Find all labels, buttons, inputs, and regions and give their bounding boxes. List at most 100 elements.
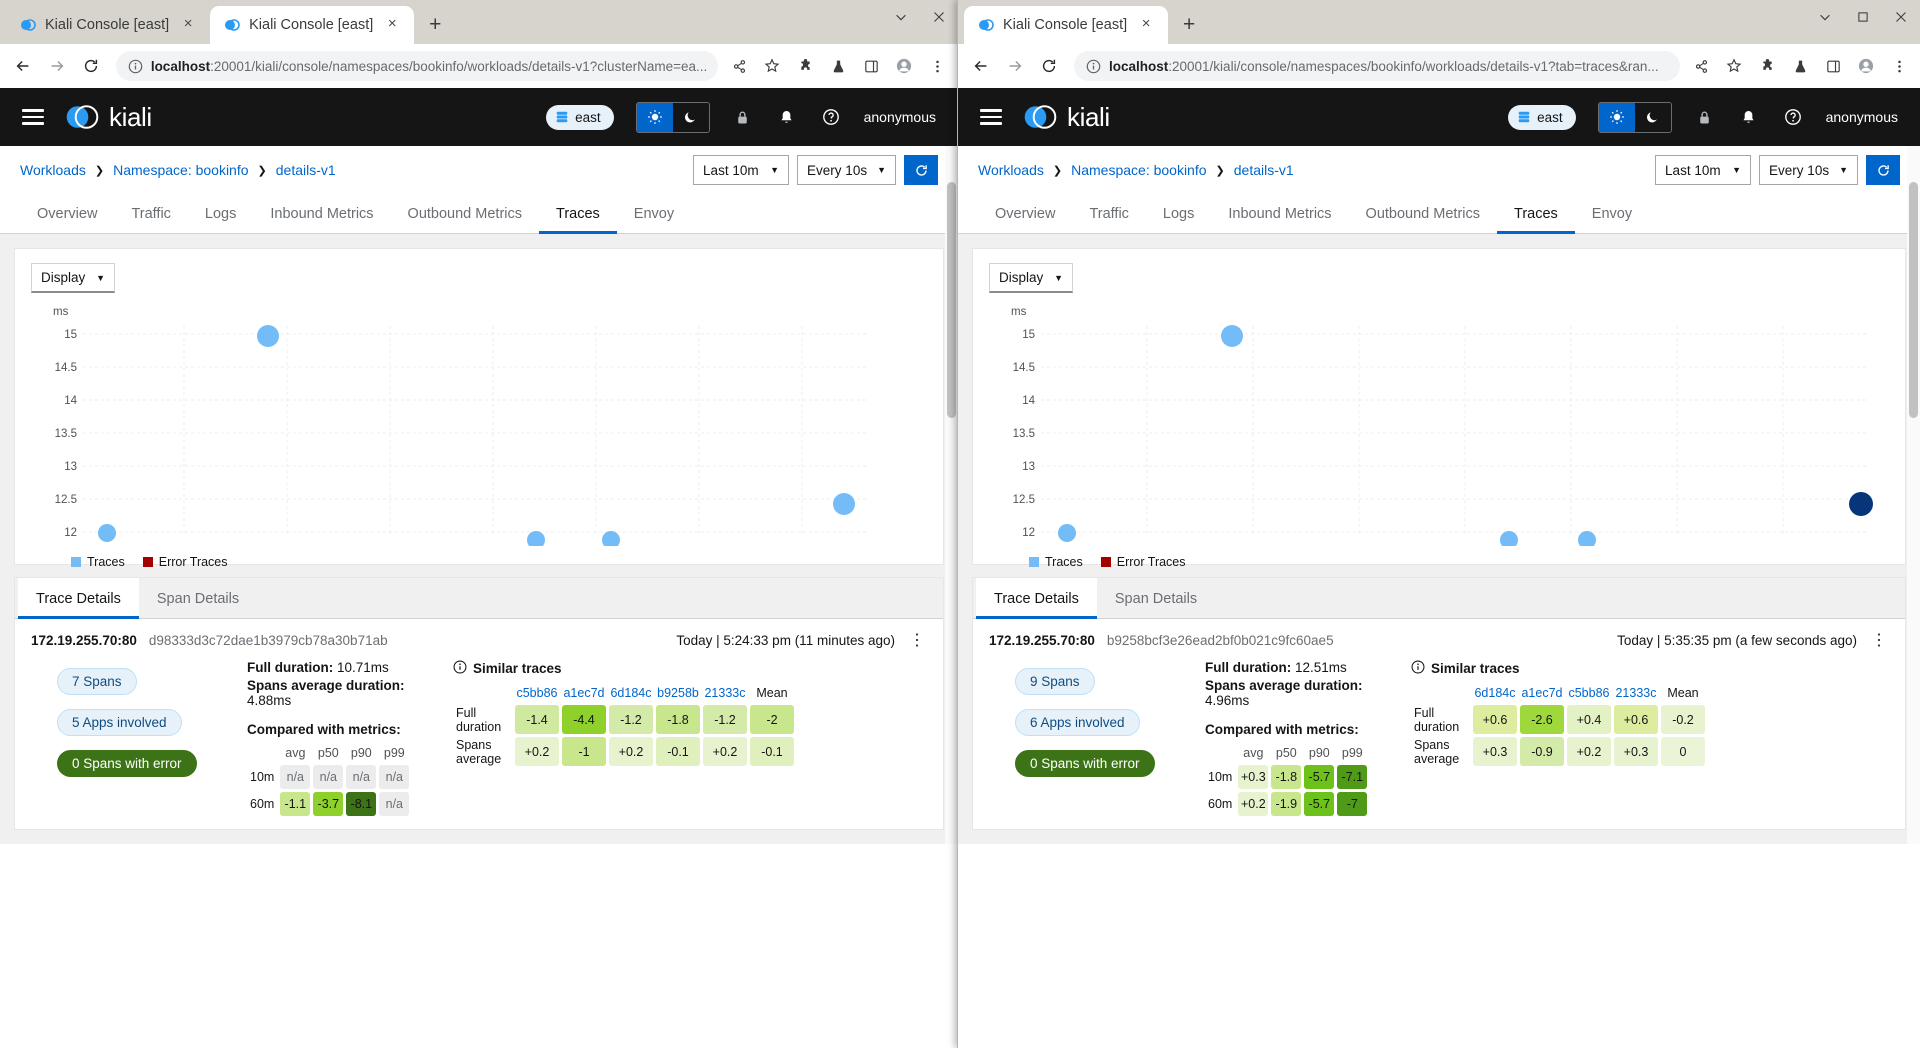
theme-toggle[interactable] [1597,101,1672,133]
share-icon[interactable] [1690,55,1712,77]
close-window-icon[interactable] [928,6,950,28]
kiali-logo[interactable]: kiali [64,101,152,133]
close-icon[interactable]: × [183,15,193,32]
tab-logs[interactable]: Logs [204,206,237,222]
tab-overview[interactable]: Overview [995,206,1056,222]
theme-dark-button[interactable] [1634,102,1671,132]
tab-outbound-metrics[interactable]: Outbound Metrics [1365,206,1480,222]
tab-traces[interactable]: Traces [539,206,617,234]
bell-icon[interactable] [776,106,798,128]
help-icon[interactable] [1782,106,1804,128]
close-window-icon[interactable] [1890,6,1912,28]
breadcrumb-namespace[interactable]: Namespace: bookinfo [1071,162,1207,178]
refresh-button[interactable] [1866,155,1900,185]
similar-col-1[interactable]: c5bb86 [516,686,558,700]
share-icon[interactable] [728,55,750,77]
menu-toggle-icon[interactable] [980,109,1002,125]
display-dropdown[interactable]: Display ▼ [989,263,1073,293]
back-icon[interactable] [8,51,38,81]
forward-icon[interactable] [42,51,72,81]
tab-trace-details[interactable]: Trace Details [18,578,139,619]
close-icon[interactable]: × [387,15,397,32]
legend-item-traces[interactable]: Traces [1029,555,1083,569]
breadcrumb-workload[interactable]: details-v1 [275,162,336,178]
site-info-icon[interactable] [1086,59,1101,74]
legend-item-error-traces[interactable]: Error Traces [142,555,228,569]
browser-tab[interactable]: Kiali Console [east] × [964,6,1169,44]
theme-light-button[interactable] [1598,102,1635,132]
new-tab-button[interactable]: + [429,13,442,36]
tab-envoy[interactable]: Envoy [633,206,675,222]
cluster-selector[interactable]: east [546,104,614,130]
tab-span-details[interactable]: Span Details [156,591,240,607]
traces-scatter-chart-left[interactable]: ms [31,301,931,566]
cluster-selector[interactable]: east [1508,104,1576,130]
breadcrumb-workload[interactable]: details-v1 [1233,162,1294,178]
user-name[interactable]: anonymous [863,109,936,125]
browser-menu-icon[interactable] [926,55,948,77]
kebab-menu-icon[interactable]: ⋮ [1871,631,1887,649]
lock-icon[interactable] [1694,106,1716,128]
legend-item-error-traces[interactable]: Error Traces [1100,555,1186,569]
duration-selector[interactable]: Last 10m ▼ [693,155,790,185]
site-info-icon[interactable] [128,59,143,74]
tab-span-details[interactable]: Span Details [1114,591,1198,607]
tab-inbound-metrics[interactable]: Inbound Metrics [1228,206,1332,222]
tab-overview[interactable]: Overview [37,206,98,222]
minimize-icon[interactable] [890,6,912,28]
forward-icon[interactable] [1000,51,1030,81]
tab-outbound-metrics[interactable]: Outbound Metrics [407,206,522,222]
extension-puzzle-icon[interactable] [1756,55,1778,77]
menu-toggle-icon[interactable] [22,109,44,125]
new-tab-button[interactable]: + [1182,13,1196,36]
traces-scatter-chart-right[interactable]: ms [989,301,1894,566]
refresh-button[interactable] [904,155,938,185]
browser-tab[interactable]: Kiali Console [east] × [6,6,210,44]
kiali-logo[interactable]: kiali [1022,101,1110,133]
help-icon[interactable] [820,106,842,128]
extension-puzzle-icon[interactable] [794,55,816,77]
breadcrumb-workloads[interactable]: Workloads [978,162,1044,178]
page-scrollbar-left[interactable] [945,146,958,844]
similar-col-4[interactable]: b9258b [657,686,699,700]
reload-icon[interactable] [1034,51,1064,81]
refresh-interval-selector[interactable]: Every 10s ▼ [797,155,896,185]
duration-selector[interactable]: Last 10m ▼ [1655,155,1752,185]
maximize-icon[interactable] [1852,6,1874,28]
refresh-interval-selector[interactable]: Every 10s ▼ [1759,155,1858,185]
address-bar[interactable]: localhost:20001/kiali/console/namespaces… [115,51,718,81]
page-scrollbar-right[interactable] [1907,146,1920,844]
bookmark-star-icon[interactable] [761,55,783,77]
profile-avatar-icon[interactable] [1855,55,1877,77]
similar-col-2[interactable]: a1ec7d [563,686,605,700]
tab-traces[interactable]: Traces [1497,206,1575,234]
tab-inbound-metrics[interactable]: Inbound Metrics [270,206,374,222]
similar-col-5[interactable]: 21333c [704,686,746,700]
theme-light-button[interactable] [636,102,673,132]
reload-icon[interactable] [76,51,106,81]
tab-traffic[interactable]: Traffic [131,206,171,222]
back-icon[interactable] [966,51,996,81]
sidebar-icon[interactable] [860,55,882,77]
theme-dark-button[interactable] [672,102,709,132]
similar-col-4[interactable]: 21333c [1615,686,1657,700]
breadcrumb-namespace[interactable]: Namespace: bookinfo [113,162,249,178]
breadcrumb-workloads[interactable]: Workloads [20,162,86,178]
display-dropdown[interactable]: Display ▼ [31,263,115,293]
lab-flask-icon[interactable] [827,55,849,77]
bookmark-star-icon[interactable] [1723,55,1745,77]
theme-toggle[interactable] [635,101,710,133]
legend-item-traces[interactable]: Traces [71,555,125,569]
similar-col-2[interactable]: a1ec7d [1521,686,1563,700]
address-bar[interactable]: localhost:20001/kiali/console/namespaces… [1074,51,1680,81]
bell-icon[interactable] [1738,106,1760,128]
lab-flask-icon[interactable] [1789,55,1811,77]
kebab-menu-icon[interactable]: ⋮ [909,631,925,649]
user-name[interactable]: anonymous [1825,109,1898,125]
profile-avatar-icon[interactable] [893,55,915,77]
tab-traffic[interactable]: Traffic [1089,206,1129,222]
sidebar-icon[interactable] [1822,55,1844,77]
tab-envoy[interactable]: Envoy [1591,206,1633,222]
tab-logs[interactable]: Logs [1162,206,1195,222]
browser-menu-icon[interactable] [1888,55,1910,77]
